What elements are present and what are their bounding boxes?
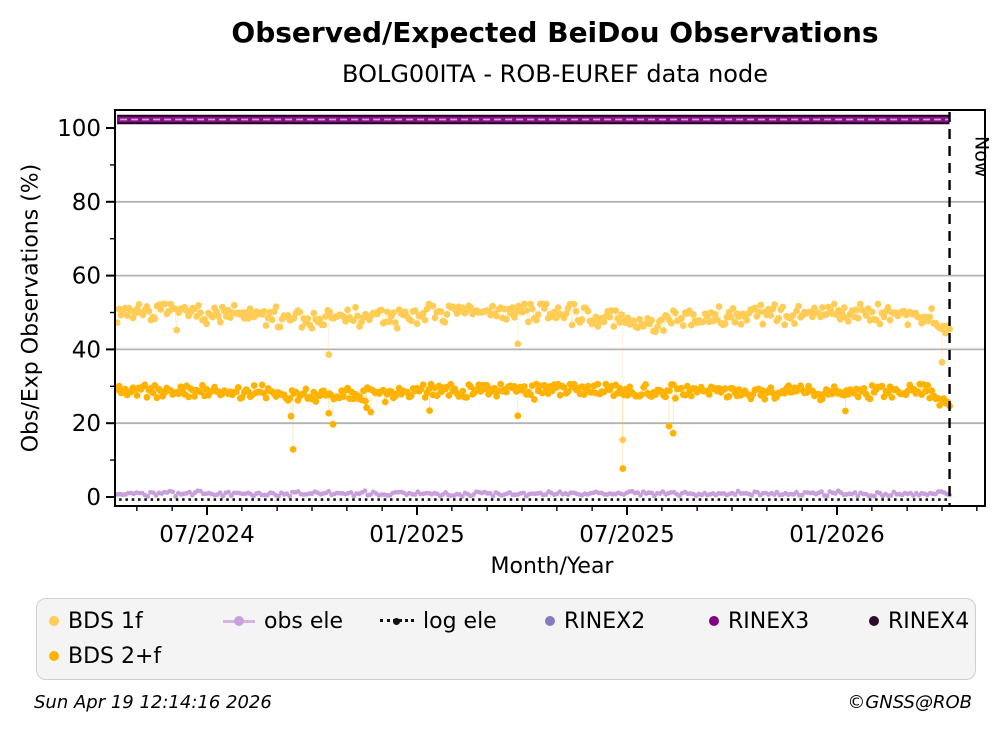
outlier-point <box>514 412 522 420</box>
footer-credit: ©GNSS@ROB <box>847 692 972 713</box>
outlier-point <box>619 436 627 444</box>
y-axis-label: Obs/Exp Observations (%) <box>18 163 44 453</box>
legend-item-rinex2: RINEX2 <box>545 607 645 635</box>
outlier-point <box>289 445 297 453</box>
legend-item-bds-1f: BDS 1f <box>49 607 143 635</box>
x-tick-label: 07/2025 <box>579 522 675 548</box>
legend-label: RINEX3 <box>728 608 810 634</box>
outlier-point <box>287 412 295 420</box>
legend-item-rinex4: RINEX4 <box>869 607 969 635</box>
bds-2f-marker-icon <box>49 651 59 661</box>
x-tick-label: 01/2026 <box>789 522 885 548</box>
outlier-point <box>325 409 333 417</box>
bds-1f-marker-icon <box>49 616 59 626</box>
legend-item-obs-ele: obs ele <box>223 607 343 635</box>
legend-label: BDS 2+f <box>68 643 162 669</box>
y-tick-label: 100 <box>57 116 101 142</box>
legend-item-rinex3: RINEX3 <box>709 607 809 635</box>
x-axis-label: Month/Year <box>490 554 614 579</box>
outlier-point <box>669 429 677 437</box>
log-ele-marker-icon <box>380 616 414 626</box>
y-tick-label: 60 <box>72 264 101 290</box>
now-label: Now <box>971 136 993 177</box>
legend-label: obs ele <box>264 608 344 634</box>
rinex2-marker-icon <box>545 616 555 626</box>
footer-timestamp: Sun Apr 19 12:14:16 2026 <box>34 692 272 713</box>
outlier-point <box>619 465 627 472</box>
plot-border <box>114 109 986 507</box>
y-tick-label: 80 <box>72 190 101 216</box>
outlier-point <box>426 407 433 415</box>
series-bds-2-f <box>113 380 953 472</box>
rinex3-marker-icon <box>709 616 719 626</box>
legend: BDS 1f obs ele log ele RINEX2 RINEX3 RIN… <box>36 598 976 680</box>
legend-label: RINEX2 <box>564 608 646 634</box>
outlier-point <box>842 407 849 415</box>
legend-label: RINEX4 <box>888 608 970 634</box>
legend-item-log-ele: log ele <box>380 607 497 635</box>
outlier-point <box>325 351 333 358</box>
y-tick-label: 20 <box>72 411 101 437</box>
outlier-point <box>938 358 946 366</box>
page-title: Observed/Expected BeiDou Observations <box>231 16 879 49</box>
outlier-point <box>514 340 522 348</box>
outlier-point <box>363 404 370 412</box>
legend-label: BDS 1f <box>68 608 143 634</box>
series-bds-1f <box>113 300 953 444</box>
page-subtitle: BOLG00ITA - ROB-EUREF data node <box>342 60 768 88</box>
outlier-point <box>329 420 337 428</box>
x-tick-label: 07/2024 <box>159 522 255 548</box>
series-obs-ele <box>114 488 952 499</box>
y-tick-label: 40 <box>72 337 101 363</box>
legend-label: log ele <box>423 608 497 634</box>
outlier-point <box>665 422 673 430</box>
legend-item-bds-2f: BDS 2+f <box>49 642 161 670</box>
outlier-point <box>367 408 375 416</box>
y-tick-label: 0 <box>86 485 101 511</box>
rinex4-marker-icon <box>869 616 879 626</box>
x-tick-label: 01/2025 <box>369 522 465 548</box>
obs-ele-marker-icon <box>223 616 255 626</box>
